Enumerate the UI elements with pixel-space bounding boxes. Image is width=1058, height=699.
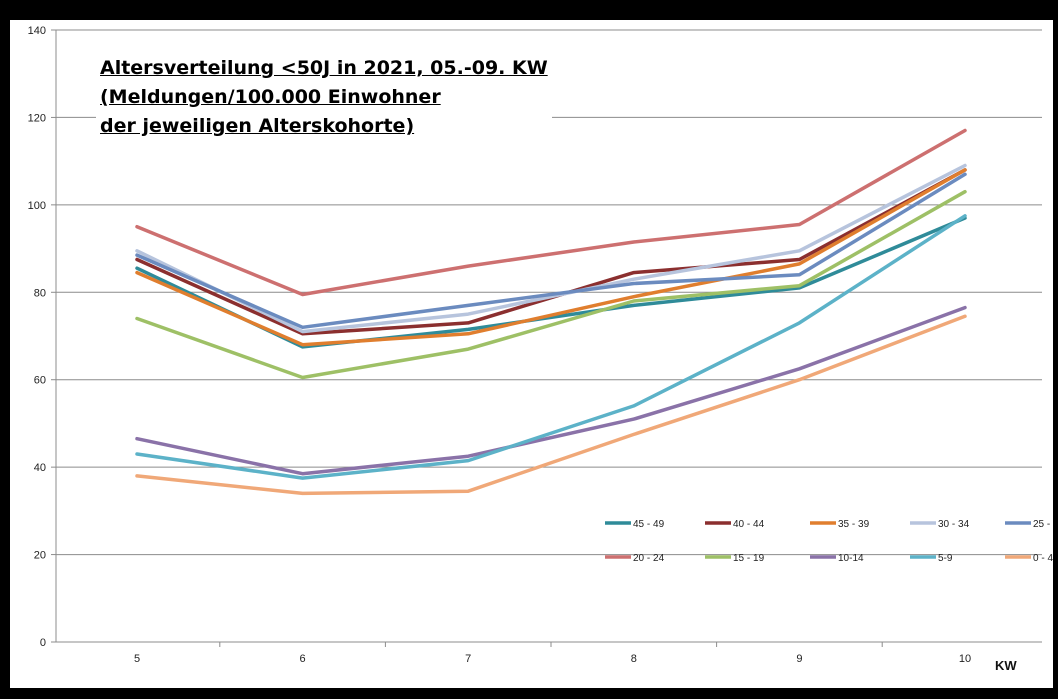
series-line-25-29 <box>135 172 967 330</box>
chart-title: Altersverteilung <50J in 2021, 05.-09. K… <box>96 52 552 143</box>
x-tick-label: 6 <box>300 653 306 665</box>
x-tick-label: 9 <box>796 653 802 665</box>
x-axis-unit-label: KW <box>995 658 1017 673</box>
series-line-10-14 <box>135 305 967 476</box>
plot-area: 0 20 40 60 80 100 120 140 5 6 7 8 9 10 45 - 49 40 - 44… <box>10 20 1053 688</box>
x-tick-label: 7 <box>465 653 471 665</box>
y-tick-label: 80 <box>34 287 46 299</box>
legend-label: 40 - 44 <box>733 519 765 530</box>
series-line-30-34 <box>135 163 967 334</box>
y-tick-label: 120 <box>28 112 46 124</box>
legend-label: 0 - 4 <box>1033 553 1053 564</box>
axes: 0 20 40 60 80 100 120 140 5 6 7 8 9 10 <box>28 25 1042 665</box>
chart-title-line-2: (Meldungen/100.000 Einwohner <box>100 86 441 108</box>
y-tick-label: 40 <box>34 462 46 474</box>
series-line-15-19 <box>135 189 967 380</box>
y-tick-label: 100 <box>28 200 46 212</box>
x-tick-label: 10 <box>959 653 971 665</box>
legend-label: 45 - 49 <box>633 519 665 530</box>
legend-label: 10-14 <box>838 553 864 564</box>
legend-label: 30 - 34 <box>938 519 970 530</box>
y-tick-label: 140 <box>28 25 46 37</box>
legend-label: 5-9 <box>938 553 953 564</box>
series-line-35-39 <box>135 168 967 347</box>
y-tick-label: 0 <box>40 637 46 649</box>
series-line-5-9 <box>135 214 967 480</box>
y-tick-label: 60 <box>34 375 46 387</box>
series-line-20-24 <box>135 128 967 297</box>
legend: 45 - 49 40 - 44 35 - 39 30 - 34 25 - 29 20 - … <box>605 519 1053 564</box>
y-tick-label: 20 <box>34 550 46 562</box>
x-tick-label: 8 <box>631 653 637 665</box>
chart-title-line-1: Altersverteilung <50J in 2021, 05.-09. K… <box>100 57 548 79</box>
legend-label: 20 - 24 <box>633 553 665 564</box>
legend-label: 35 - 39 <box>838 519 870 530</box>
x-tick-label: 5 <box>134 653 140 665</box>
chart-title-line-3: der jeweiligen Alterskohorte) <box>100 115 415 137</box>
legend-label: 15 - 19 <box>733 553 765 564</box>
legend-label: 25 - 29 <box>1033 519 1053 530</box>
series-line-0-4 <box>135 314 967 496</box>
series-lines <box>135 128 967 496</box>
